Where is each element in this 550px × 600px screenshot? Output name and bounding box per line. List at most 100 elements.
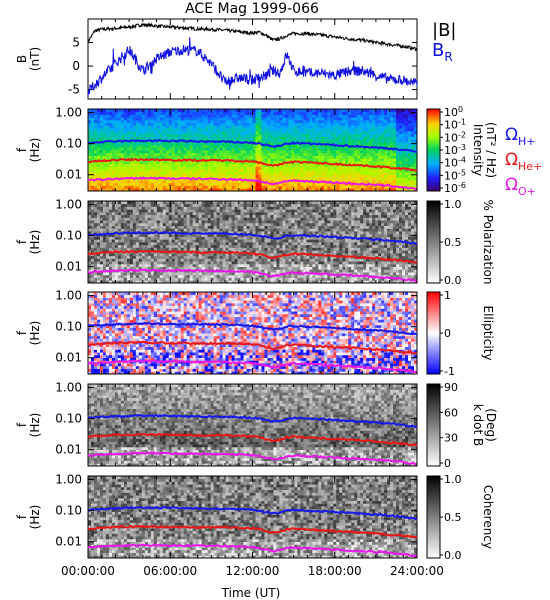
spectrogram-cell <box>222 119 226 124</box>
spectrogram-cell <box>252 122 256 126</box>
spectrogram-cell <box>297 177 301 181</box>
spectrogram-cell <box>234 122 238 126</box>
spectrogram-cell <box>138 180 143 184</box>
spectrogram-cell <box>99 180 104 184</box>
spectrogram-cell <box>399 261 403 265</box>
spectrogram-cell <box>216 160 220 165</box>
spectrogram-cell <box>297 155 301 159</box>
spectrogram-cell <box>225 114 229 118</box>
colorbar-tick-label: 10-4 <box>444 156 466 170</box>
spectrogram-cell <box>393 150 397 154</box>
spectrogram-cell <box>285 150 289 154</box>
spectrogram-cell <box>117 188 122 192</box>
spectrogram-cell <box>144 274 149 278</box>
spectrogram-cell <box>141 160 146 165</box>
spectrogram-cell <box>105 188 110 192</box>
spectrogram-cell <box>405 180 409 184</box>
spectrogram-cell <box>153 152 158 156</box>
spectrogram-cell <box>276 177 280 181</box>
spectrogram-cell <box>384 266 388 270</box>
spectrogram-cell <box>396 263 400 267</box>
spectrogram-cell <box>261 163 265 167</box>
spectrogram-cell <box>357 269 361 273</box>
spectrogram-cell <box>138 147 143 151</box>
spectrogram-cell <box>111 152 116 156</box>
spectrogram-cell <box>120 247 125 251</box>
spectrogram-cell <box>168 136 173 140</box>
spectrogram-cell <box>414 119 418 124</box>
spectrogram-cell <box>117 122 122 126</box>
spectrogram-cell <box>174 255 179 259</box>
spectrogram-cell <box>354 136 358 140</box>
spectrogram-cell <box>393 244 397 248</box>
spectrogram-cell <box>162 244 167 248</box>
spectrogram-cell <box>225 182 229 186</box>
spectrogram-cell <box>360 158 364 162</box>
spectrogram-cell <box>273 269 277 273</box>
spectrogram-cell <box>279 258 283 262</box>
spectrogram-cell <box>273 266 277 270</box>
spectrogram-cell <box>360 136 364 140</box>
spectrogram-cell <box>147 272 152 276</box>
spectrogram-cell <box>207 169 212 173</box>
spectrogram-cell <box>93 166 98 170</box>
spectrogram-cell <box>114 174 119 178</box>
spectrogram-cell <box>228 174 232 178</box>
spectrogram-cell <box>285 133 289 137</box>
spectrogram-cell <box>333 266 337 270</box>
spectrogram-cell <box>306 182 310 186</box>
spectrogram-cell <box>165 182 170 186</box>
spectrogram-cell <box>282 152 286 156</box>
spectrogram-cell <box>177 150 182 154</box>
spectrogram-cell <box>309 139 313 143</box>
spectrogram-cell <box>369 177 373 181</box>
spectrogram-cell <box>375 136 379 140</box>
spectrogram-cell <box>384 188 388 192</box>
spectrogram-cell <box>201 258 206 262</box>
spectrogram-cell <box>243 139 247 143</box>
spectrogram-cell <box>114 182 119 186</box>
spectrogram-cell <box>99 158 104 162</box>
spectrogram-cell <box>381 144 385 148</box>
spectrogram-cell <box>180 114 185 118</box>
spectrogram-cell <box>123 119 128 124</box>
spectrogram-cell <box>222 125 226 129</box>
spectrogram-cell <box>150 169 155 173</box>
spectrogram-cell <box>411 119 415 124</box>
spectrogram-cell <box>291 150 295 154</box>
spectrogram-cell <box>399 136 403 140</box>
spectrogram-cell <box>303 277 307 281</box>
spectrogram-cell <box>192 155 197 159</box>
spectrogram-cell <box>294 133 298 137</box>
spectrogram-cell <box>285 169 289 173</box>
spectrogram-cell <box>339 188 343 192</box>
spectrogram-cell <box>102 114 107 118</box>
spectrogram-cell <box>138 114 143 118</box>
spectrogram-cell <box>102 263 107 267</box>
spectrogram-cell <box>279 250 283 254</box>
spectrogram-cell <box>390 114 394 118</box>
spectrogram-cell <box>105 247 110 251</box>
spectrogram-cell <box>150 152 155 156</box>
spectrogram-cell <box>144 188 149 192</box>
spectrogram-cell <box>282 188 286 192</box>
spectrogram-cell <box>165 261 170 265</box>
spectrogram-cell <box>306 247 310 251</box>
spectrogram-cell <box>159 130 164 134</box>
spectrogram-cell <box>261 150 265 154</box>
spectrogram-cell <box>264 150 268 154</box>
spectrogram-cell <box>408 147 412 151</box>
spectrogram-cell <box>228 152 232 156</box>
spectrogram-cell <box>306 155 310 159</box>
spectrogram-cell <box>228 160 232 165</box>
spectrogram-cell <box>147 188 152 192</box>
spectrogram-cell <box>333 174 337 178</box>
spectrogram-cell <box>399 247 403 251</box>
spectrogram-cell <box>261 177 265 181</box>
spectrogram-cell <box>375 250 379 254</box>
spectrogram-cell <box>291 177 295 181</box>
spectrogram-cell <box>174 133 179 137</box>
spectrogram-cell <box>414 128 418 132</box>
spectrogram-cell <box>291 128 295 132</box>
spectrogram-cell <box>270 171 274 175</box>
